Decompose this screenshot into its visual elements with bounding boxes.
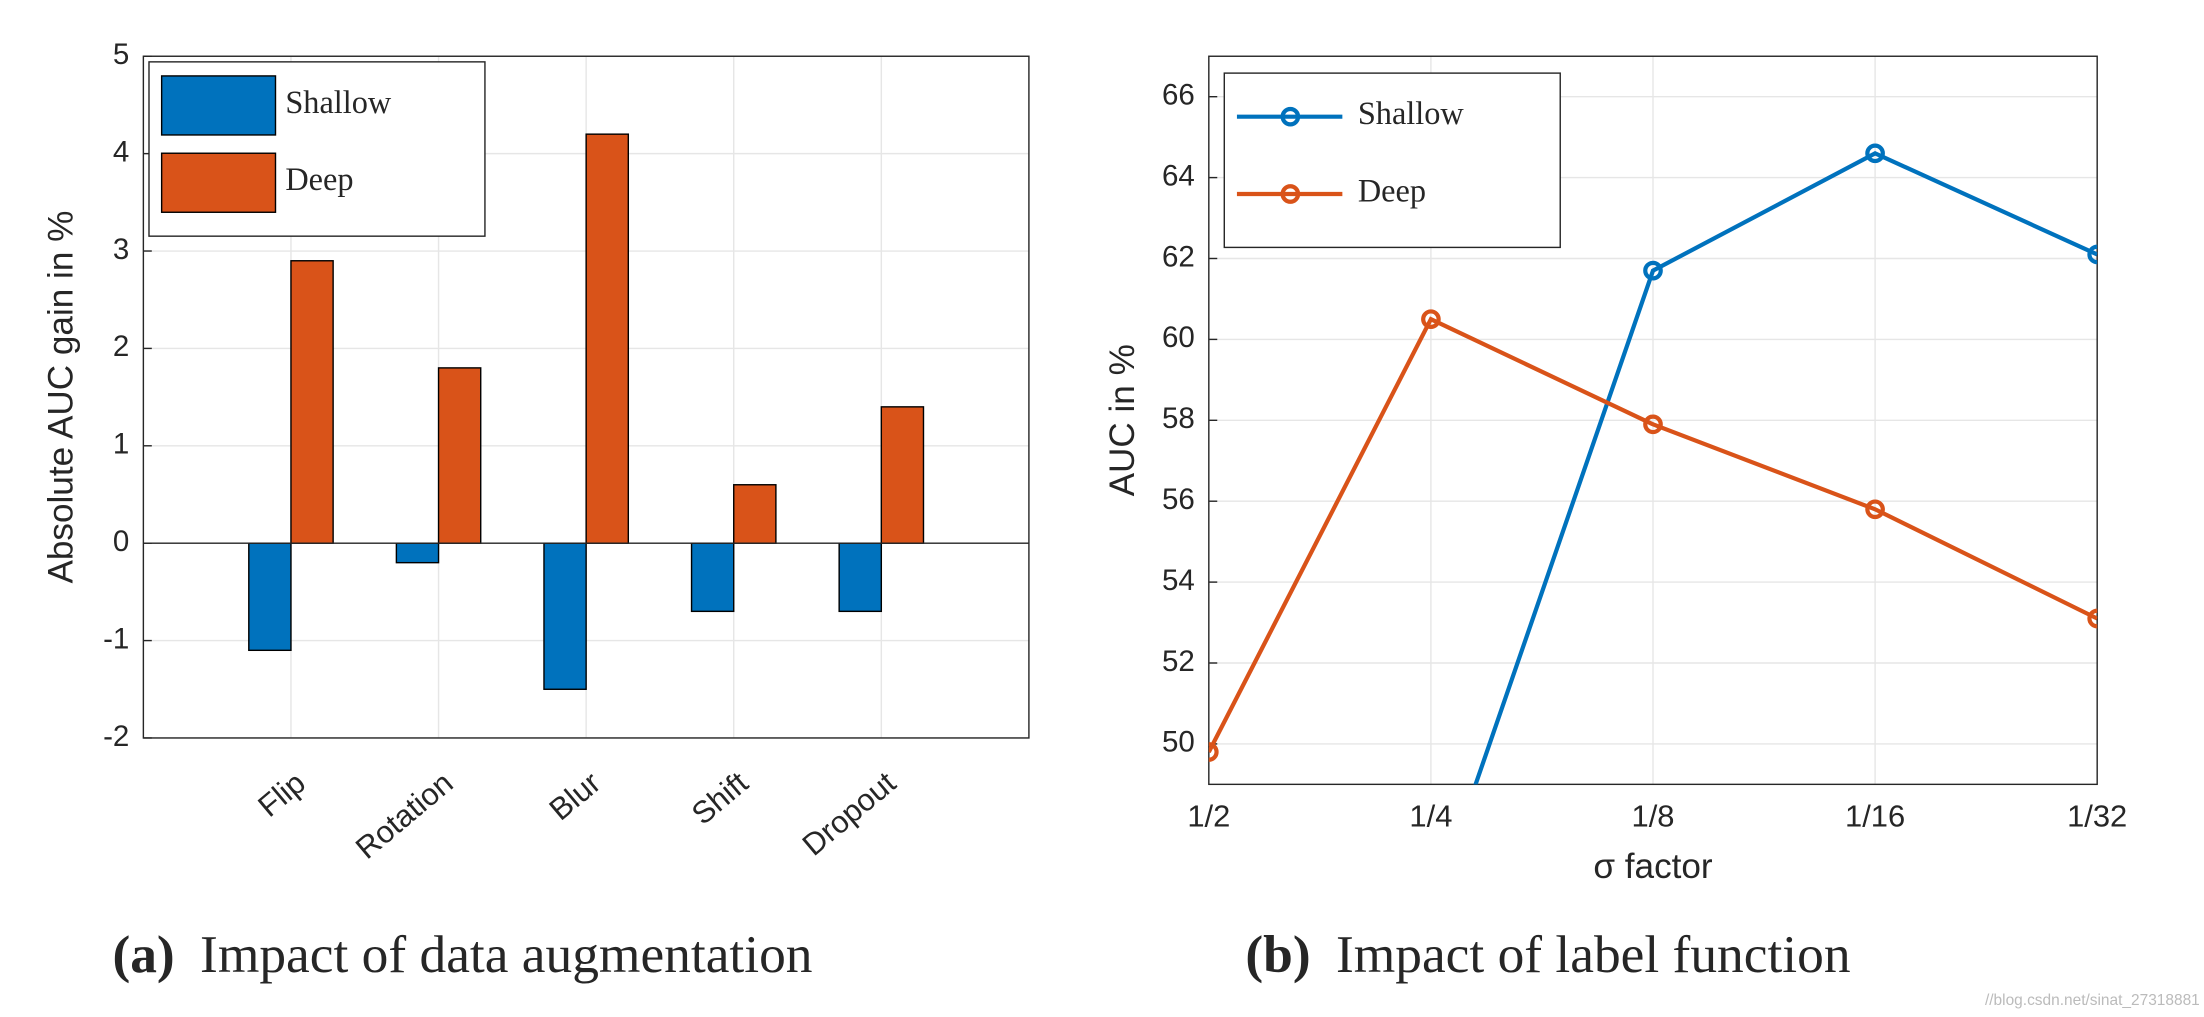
bar xyxy=(880,406,925,544)
y-tick-label: 0 xyxy=(113,525,129,558)
bar xyxy=(248,542,292,652)
y-tick-label: 64 xyxy=(1162,159,1195,192)
x-tick-label: Flip xyxy=(251,765,312,824)
legend-swatch xyxy=(160,75,277,136)
y-tick-label: -2 xyxy=(103,720,129,753)
bar xyxy=(585,133,630,544)
marker xyxy=(1423,906,1438,921)
y-tick-label: 66 xyxy=(1162,78,1195,111)
bar xyxy=(543,542,587,690)
x-tick-label: 1/16 xyxy=(1845,798,1905,833)
legend-label: Deep xyxy=(1358,172,1426,208)
caption: (a) Impact of data augmentation xyxy=(112,924,812,984)
y-tick-label: 50 xyxy=(1162,726,1195,759)
marker xyxy=(2087,244,2098,265)
y-axis-label: AUC in % xyxy=(1103,344,1142,496)
caption: (b) Impact of label function xyxy=(1245,924,1850,984)
legend-label: Shallow xyxy=(1358,95,1465,131)
marker xyxy=(1421,309,1441,330)
y-tick-label: 4 xyxy=(113,135,129,168)
bar xyxy=(690,542,735,613)
y-tick-label: -1 xyxy=(103,622,129,655)
bar xyxy=(290,260,334,544)
y-tick-label: 60 xyxy=(1162,321,1195,354)
marker xyxy=(1865,499,1885,520)
x-tick-label: Dropout xyxy=(796,765,903,863)
y-tick-label: 54 xyxy=(1162,564,1195,597)
marker xyxy=(1208,742,1219,762)
legend-label: Deep xyxy=(285,161,353,197)
caption-text: Impact of label function xyxy=(1336,924,1851,984)
x-tick-label: Blur xyxy=(543,765,608,827)
legend-box xyxy=(1223,72,1561,249)
marker xyxy=(2087,608,2098,629)
legend-marker xyxy=(1280,106,1301,127)
legend-swatch xyxy=(160,152,277,213)
bar xyxy=(395,542,440,564)
marker xyxy=(1643,414,1663,435)
x-tick-label: 1/32 xyxy=(2067,798,2127,833)
caption-text: Impact of data augmentation xyxy=(200,924,812,984)
caption-label: (b) xyxy=(1245,924,1310,984)
legend-marker xyxy=(1280,184,1301,204)
y-tick-label: 62 xyxy=(1162,240,1195,273)
bar xyxy=(838,542,883,613)
y-tick-label: 5 xyxy=(113,38,129,71)
x-tick-label: 1/8 xyxy=(1632,798,1675,833)
marker xyxy=(1643,260,1663,281)
plot-area xyxy=(1208,143,2098,921)
y-tick-label: 52 xyxy=(1162,645,1195,678)
axes-box xyxy=(142,55,1030,739)
y-tick-label: 1 xyxy=(113,428,129,461)
watermark: //blog.csdn.net/sinat_27318881 xyxy=(1985,992,2200,1009)
y-tick-label: 56 xyxy=(1162,483,1195,516)
x-tick-label: 1/4 xyxy=(1409,798,1452,833)
y-axis-label: Absolute AUC gain in % xyxy=(42,211,81,584)
line xyxy=(1208,316,2098,753)
y-tick-label: 2 xyxy=(113,330,129,363)
axes-box xyxy=(1208,55,2098,786)
x-axis-label: σ factor xyxy=(1593,847,1713,886)
y-tick-label: 58 xyxy=(1162,402,1195,435)
x-tick-label: 1/2 xyxy=(1187,798,1230,833)
x-tick-label: Shift xyxy=(685,765,755,832)
bar xyxy=(733,484,777,544)
legend-label: Shallow xyxy=(285,84,392,120)
line xyxy=(1473,150,2098,785)
bar xyxy=(437,367,482,544)
caption-label: (a) xyxy=(112,924,174,984)
x-tick-label: Rotation xyxy=(349,765,460,866)
marker xyxy=(1865,143,1885,164)
y-tick-label: 3 xyxy=(113,233,129,266)
